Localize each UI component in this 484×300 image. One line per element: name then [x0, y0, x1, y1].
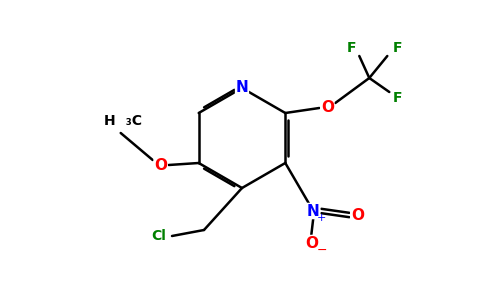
- Text: +: +: [317, 213, 326, 223]
- Text: O: O: [351, 208, 364, 223]
- Text: N: N: [236, 80, 248, 95]
- Text: O: O: [305, 236, 318, 250]
- Text: H: H: [104, 114, 116, 128]
- Text: F: F: [347, 41, 356, 55]
- Text: Cl: Cl: [151, 229, 166, 243]
- Text: ₃C: ₃C: [116, 114, 142, 128]
- Text: −: −: [317, 244, 328, 256]
- Text: F: F: [393, 41, 402, 55]
- Text: N: N: [307, 203, 319, 218]
- Text: F: F: [393, 91, 402, 105]
- Text: O: O: [154, 158, 167, 172]
- Text: O: O: [321, 100, 334, 116]
